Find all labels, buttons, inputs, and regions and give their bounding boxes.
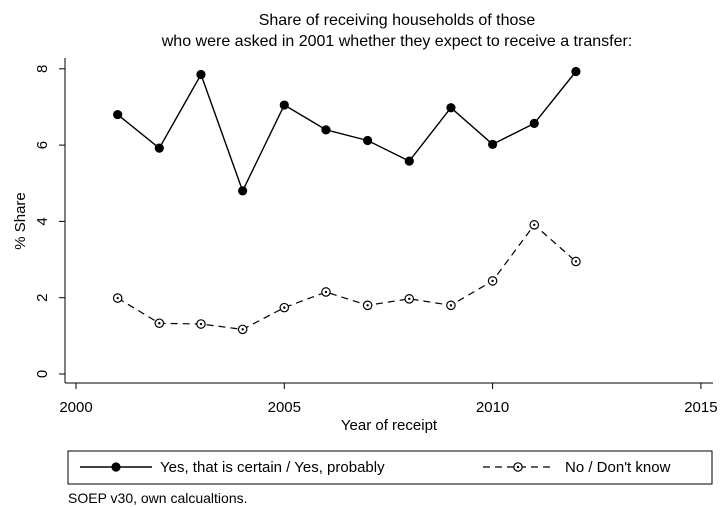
- source-note: SOEP v30, own calcualtions.: [68, 490, 248, 506]
- chart-title: Share of receiving households of those: [259, 12, 536, 29]
- series-0-point: [113, 109, 123, 120]
- series-0-point: [404, 156, 414, 166]
- y-tick-label: 2: [34, 294, 51, 302]
- series-0-point: [529, 118, 539, 128]
- x-tick-label: 2010: [476, 399, 509, 416]
- legend-marker-yes: [111, 462, 121, 472]
- legend-entry-no: No / Don't know: [565, 459, 671, 476]
- series-1-point-dot: [324, 290, 328, 294]
- series-1-point-dot: [408, 297, 411, 301]
- series-1-point-dot: [449, 304, 453, 307]
- series-layer: [112, 66, 581, 335]
- series-0-point: [363, 135, 373, 146]
- series-1-point-dot: [283, 306, 286, 309]
- series-0-point: [571, 66, 581, 77]
- series-1-point-dot: [241, 328, 244, 331]
- y-tick-label: 0: [34, 370, 51, 378]
- y-tick-label: 6: [34, 141, 51, 149]
- series-1-point-dot: [491, 279, 494, 283]
- series-1-point-dot: [574, 260, 578, 263]
- chart-subtitle: who were asked in 2001 whether they expe…: [161, 33, 632, 50]
- series-1-point-dot: [533, 223, 536, 227]
- series-1-point-dot: [158, 322, 161, 325]
- series-1-point-dot: [116, 296, 119, 300]
- series-0-line: [117, 71, 577, 192]
- series-1-point-dot: [199, 322, 203, 326]
- series-1-point-dot: [366, 304, 369, 307]
- series-0-point: [488, 139, 498, 149]
- series-0-point: [154, 143, 164, 153]
- x-tick-label: 2005: [268, 399, 301, 416]
- legend-box: [67, 450, 713, 485]
- legend-entry-yes: Yes, that is certain / Yes, probably: [160, 459, 385, 476]
- series-0-point: [196, 69, 206, 80]
- y-axis-label: % Share: [12, 192, 29, 250]
- legend: Yes, that is certain / Yes, probably No …: [67, 450, 713, 485]
- x-tick-label: 2000: [59, 399, 92, 416]
- y-tick-label: 4: [34, 217, 51, 225]
- legend-marker-no-dot: [516, 465, 520, 469]
- y-tick-label: 8: [34, 65, 51, 73]
- series-0-point: [321, 125, 331, 135]
- x-axis-label: Year of receipt: [341, 417, 438, 434]
- x-tick-label: 2015: [684, 399, 717, 416]
- series-0-point: [446, 103, 456, 113]
- series-0-point: [279, 100, 289, 110]
- series-0-point: [238, 186, 248, 196]
- axes: 0 2 4 6 8 2000 2005 2010 2015: [34, 58, 718, 416]
- series-1-line: [117, 224, 577, 330]
